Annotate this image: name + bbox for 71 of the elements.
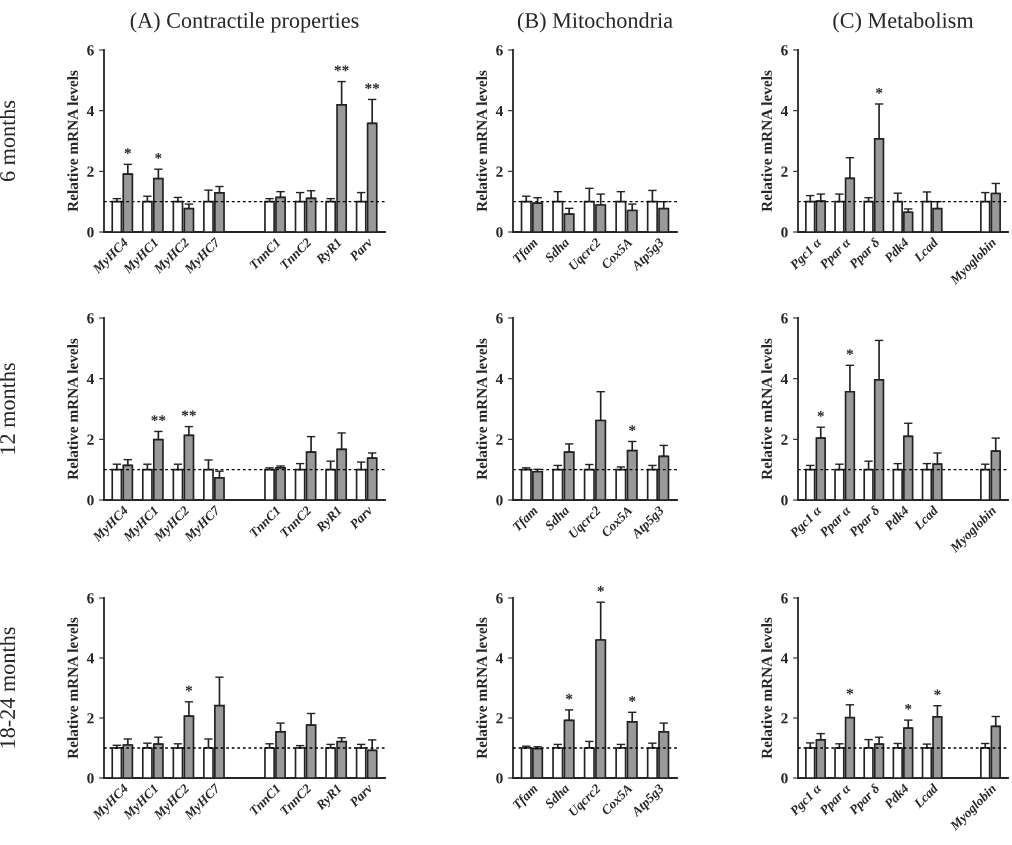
x-tick-label: Parv — [348, 783, 374, 808]
y-tick-label: 6 — [781, 313, 788, 324]
y-tick-label: 6 — [781, 45, 788, 56]
chart-title: (A) Contractile properties — [130, 12, 359, 33]
data-label: ** — [334, 65, 349, 72]
data-label: * — [846, 688, 854, 695]
chart-title: (C) Metabolism — [833, 12, 974, 33]
y-tick-label: 2 — [496, 713, 503, 724]
y-tick-label: 0 — [496, 495, 503, 506]
y-tick-label: 6 — [87, 45, 94, 56]
data-label: * — [185, 685, 193, 692]
data-label: * — [597, 586, 604, 592]
y-tick-label: 4 — [86, 373, 94, 384]
y-tick-label: 4 — [780, 105, 788, 116]
y-tick-label: 2 — [496, 166, 503, 177]
data-label: * — [846, 349, 854, 355]
y-tick-label: 4 — [86, 105, 94, 116]
y-tick-label: 4 — [86, 653, 94, 664]
y-axis-title: Relative mRNA levels — [67, 70, 78, 212]
text: 18-24 months — [0, 627, 16, 748]
data-label: * — [817, 411, 824, 417]
y-tick-label: 0 — [781, 495, 788, 506]
data-label: ** — [365, 83, 380, 90]
y-tick-label: 2 — [781, 713, 788, 724]
y-tick-label: 2 — [87, 713, 94, 724]
y-tick-label: 0 — [496, 773, 503, 784]
data-label: * — [905, 703, 912, 710]
y-tick-label: 6 — [496, 593, 503, 604]
data-label: ** — [181, 410, 196, 417]
y-tick-label: 0 — [781, 773, 788, 784]
y-tick-label: 4 — [780, 373, 788, 384]
y-axis-title: Relative mRNA levels — [476, 338, 487, 480]
y-tick-label: 4 — [495, 105, 503, 116]
y-tick-label: 6 — [781, 593, 788, 604]
y-tick-label: 0 — [87, 227, 94, 238]
y-tick-label: 6 — [496, 45, 503, 56]
y-tick-label: 2 — [87, 166, 94, 177]
data-label: * — [155, 153, 162, 159]
y-tick-label: 0 — [87, 495, 94, 506]
y-tick-label: 4 — [495, 373, 503, 384]
data-label: * — [124, 148, 132, 155]
y-axis-title: Relative mRNA levels — [67, 617, 78, 759]
y-axis-title: Relative mRNA levels — [761, 617, 772, 759]
y-axis-title: Relative mRNA levels — [476, 617, 487, 759]
y-axis-title: Relative mRNA levels — [761, 70, 772, 212]
y-tick-label: 6 — [496, 313, 503, 324]
chart-title: (B) Mitochondria — [517, 12, 673, 33]
x-tick-label: Parv — [348, 505, 374, 530]
y-tick-label: 0 — [496, 227, 503, 238]
data-label: ** — [151, 415, 166, 422]
text: 6 months — [0, 100, 16, 182]
y-tick-label: 4 — [495, 653, 503, 664]
data-label: * — [565, 693, 573, 700]
y-tick-label: 2 — [781, 434, 788, 445]
y-tick-label: 2 — [496, 434, 503, 445]
y-tick-label: 4 — [780, 653, 788, 664]
y-axis-title: Relative mRNA levels — [476, 70, 487, 212]
x-tick-label: Parv — [348, 237, 374, 262]
data-label: * — [629, 425, 636, 432]
y-tick-label: 2 — [87, 434, 94, 445]
y-tick-label: 0 — [781, 227, 788, 238]
data-label: * — [875, 87, 883, 94]
data-label: * — [629, 696, 636, 702]
y-tick-label: 2 — [781, 166, 788, 177]
y-axis-title: Relative mRNA levels — [761, 338, 772, 480]
data-label: * — [934, 689, 941, 696]
y-tick-label: 6 — [87, 593, 94, 604]
y-tick-label: 0 — [87, 773, 94, 784]
y-tick-label: 6 — [87, 313, 94, 324]
y-axis-title: Relative mRNA levels — [67, 338, 78, 480]
text: 12 months — [0, 363, 16, 454]
